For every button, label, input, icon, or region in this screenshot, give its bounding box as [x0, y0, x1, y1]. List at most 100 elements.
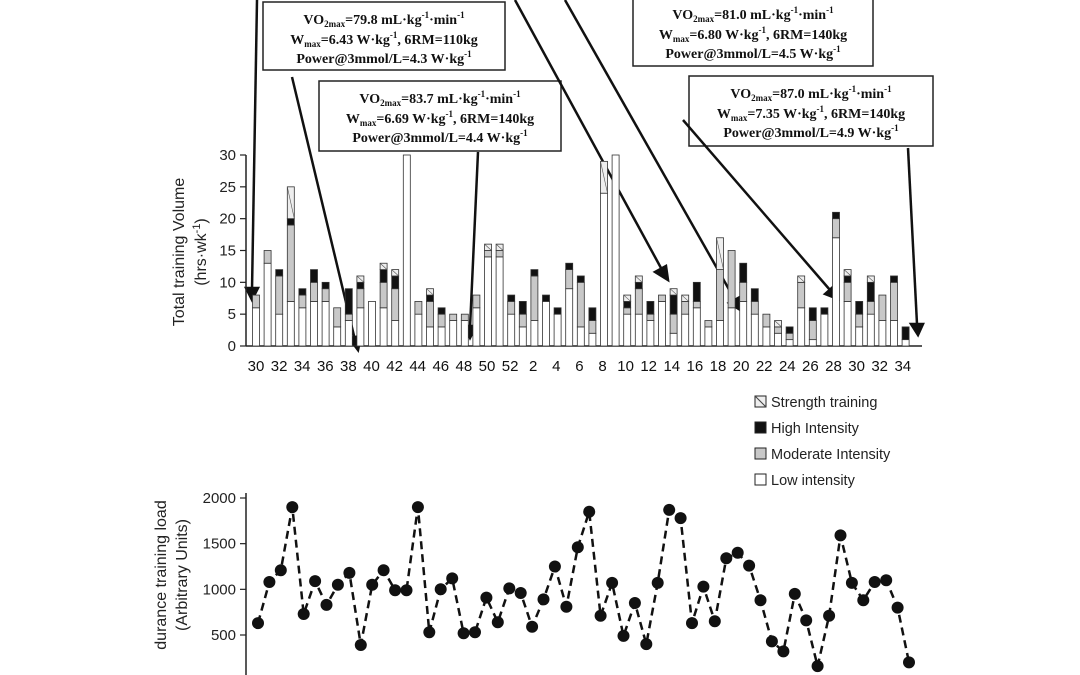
bar-segment-low-intensity — [808, 339, 817, 347]
bar-segment-high-intensity — [356, 281, 365, 290]
bar-stack — [634, 275, 643, 347]
load-point — [788, 587, 801, 600]
load-point — [366, 578, 379, 591]
line-chart-y-label-units: (Arbitrary Units) — [174, 519, 191, 631]
bar-stack — [484, 243, 492, 347]
x-tick-label: 8 — [598, 358, 606, 375]
bar-segment-high-intensity — [553, 307, 562, 315]
line-chart-y-label: durance training load — [153, 500, 170, 649]
strength-hatch — [669, 288, 678, 296]
strength-hatch — [391, 269, 399, 277]
bar-stack — [356, 275, 365, 347]
bar-segment-low-intensity — [298, 307, 307, 347]
bar-stack — [460, 313, 469, 347]
annotation-1-vo2: 79.8 — [353, 13, 378, 28]
bar-stack — [344, 288, 353, 347]
bar-segment-moderate-intensity — [310, 281, 318, 302]
bar-segment-high-intensity — [576, 275, 585, 283]
bar-stack — [368, 301, 376, 347]
bar-segment-high-intensity — [565, 262, 574, 271]
bar-segment-low-intensity — [263, 262, 272, 347]
bar-segment-moderate-intensity — [298, 294, 307, 309]
x-tick-label: 30 — [248, 358, 265, 375]
load-point — [423, 626, 436, 639]
x-tick-label: 14 — [663, 358, 680, 375]
bar-stack — [855, 301, 864, 347]
bar-segment-moderate-intensity — [774, 326, 782, 334]
y-tick-label: 30 — [219, 147, 236, 164]
load-point — [663, 503, 676, 516]
bar-segment-low-intensity — [762, 326, 771, 347]
bar-segment-high-intensity — [646, 301, 655, 315]
annotation-2-wmax: 6.80 — [697, 28, 722, 43]
bar-stack — [611, 154, 620, 347]
legend: Strength training High Intensity Moderat… — [754, 395, 891, 489]
bar-segment-low-intensity — [623, 313, 632, 347]
strength-hatch — [716, 237, 724, 270]
bar-segment-high-intensity — [437, 307, 446, 315]
annotation-3-power: 4.4 — [466, 131, 484, 146]
x-tick-label: 10 — [617, 358, 634, 375]
load-point — [480, 591, 493, 604]
bar-segment-high-intensity — [669, 294, 678, 315]
bar-segment-low-intensity — [449, 320, 458, 347]
bar-segment-low-intensity — [460, 320, 469, 347]
x-tick-label: 36 — [317, 358, 334, 375]
bar-stack — [774, 320, 782, 347]
load-point — [286, 501, 299, 514]
bar-segment-moderate-intensity — [484, 250, 492, 258]
bar-segment-low-intensity — [472, 307, 481, 347]
bar-segment-low-intensity — [600, 192, 608, 347]
y-tick-label: 1000 — [203, 581, 236, 598]
bar-segment-low-intensity — [542, 301, 550, 347]
bar-segment-high-intensity — [310, 269, 318, 283]
svg-text:Power@3mmol/L=4.9 W·kg-1: Power@3mmol/L=4.9 W·kg-1 — [723, 123, 899, 141]
bar-segment-moderate-intensity — [646, 313, 655, 321]
bar-segment-low-intensity — [646, 320, 655, 347]
arrow-to-week-35 — [906, 147, 919, 325]
bar-segment-moderate-intensity — [344, 313, 353, 321]
bar-segment-high-intensity — [344, 288, 353, 315]
load-point — [469, 626, 481, 639]
bar-stack — [426, 288, 434, 347]
bar-segment-high-intensity — [275, 269, 284, 277]
legend-item-high: High Intensity — [754, 421, 860, 437]
bar-segment-low-intensity — [692, 307, 701, 347]
load-point — [845, 576, 858, 589]
bar-segment-moderate-intensity — [866, 301, 875, 315]
bar-segment-low-intensity — [368, 301, 376, 347]
bar-segment-low-intensity — [855, 326, 864, 347]
load-point — [720, 552, 733, 565]
y-tick-label: 5 — [228, 306, 236, 323]
load-point — [857, 594, 870, 607]
bar-segment-low-intensity — [437, 326, 446, 347]
bar-segment-high-intensity — [588, 307, 597, 321]
bar-segment-low-intensity — [286, 301, 295, 347]
x-tick-label: 52 — [502, 358, 519, 375]
bar-segment-low-intensity — [750, 313, 759, 347]
svg-text:Wmax=6.69 W·kg-1, 6RM=140kg: Wmax=6.69 W·kg-1, 6RM=140kg — [346, 109, 534, 128]
bar-segment-low-intensity — [727, 307, 736, 347]
bar-segment-moderate-intensity — [437, 313, 446, 328]
bar-segment-low-intensity — [402, 154, 411, 347]
strength-hatch — [681, 294, 689, 302]
bar-segment-moderate-intensity — [588, 320, 597, 334]
bar-segment-moderate-intensity — [716, 269, 724, 321]
bar-stack — [890, 275, 898, 347]
bar-stack — [565, 262, 574, 347]
bar-stack — [623, 294, 632, 347]
bar-segment-low-intensity — [658, 301, 666, 347]
bar-segment-moderate-intensity — [263, 250, 272, 264]
bar-segment-low-intensity — [785, 339, 794, 347]
bar-segment-low-intensity — [739, 301, 748, 347]
load-point — [880, 574, 893, 587]
load-point — [731, 546, 744, 559]
annotation-box-4: VO2max=87.0 mL·kg-1·min-1 Wmax=7.35 W·kg… — [688, 75, 934, 147]
load-point — [526, 620, 539, 633]
bar-segment-high-intensity — [855, 301, 864, 315]
arrowhead-week-35 — [908, 322, 925, 338]
bar-segment-low-intensity — [507, 313, 516, 347]
bar-segment-moderate-intensity — [333, 307, 342, 328]
bar-segment-high-intensity — [507, 294, 516, 302]
